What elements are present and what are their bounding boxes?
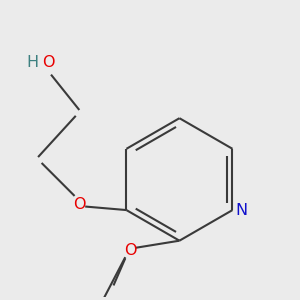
Text: O: O xyxy=(124,243,136,258)
Text: O: O xyxy=(73,197,85,212)
Text: H: H xyxy=(26,55,38,70)
Text: N: N xyxy=(236,202,248,217)
Text: O: O xyxy=(42,55,55,70)
